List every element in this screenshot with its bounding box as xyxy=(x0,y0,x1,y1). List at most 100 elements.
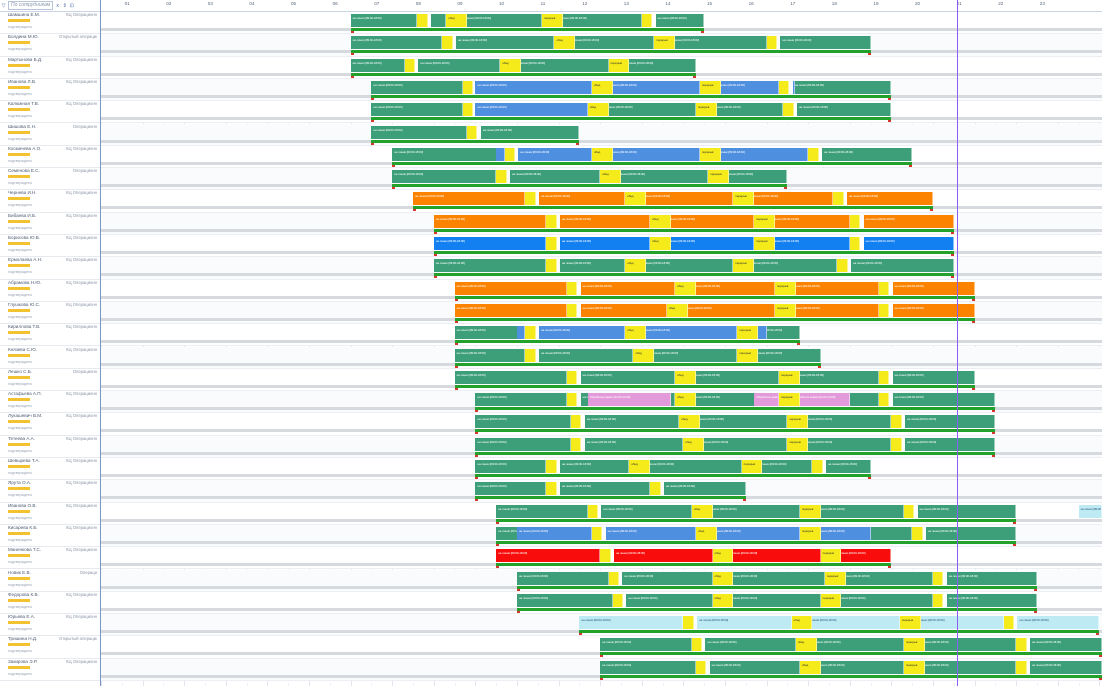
break-block[interactable]: перерыв xyxy=(824,571,846,585)
employee-name[interactable]: Тришина Н.Д. xyxy=(8,636,38,642)
activity-block[interactable]: на линии [09:00-18:00] xyxy=(475,80,592,94)
activity-block[interactable]: на линии [09:00-18:00] xyxy=(559,237,651,250)
filter-icon[interactable]: ▽ xyxy=(1,2,6,9)
activity-block[interactable]: на линии [09:00-18:00] xyxy=(613,549,713,563)
activity-block[interactable]: на линии [09:00-18:00] xyxy=(605,147,701,161)
break-block[interactable] xyxy=(695,660,707,674)
employee-name[interactable]: Астафьева А.П. xyxy=(8,391,42,397)
employee-name[interactable]: Шамшина Е.М. xyxy=(8,12,40,17)
activity-block[interactable] xyxy=(496,147,505,161)
break-block[interactable] xyxy=(783,103,794,117)
break-block[interactable] xyxy=(546,237,557,250)
break-block[interactable]: обед xyxy=(587,103,609,117)
activity-block[interactable]: на линии [09:00-18:00] xyxy=(892,370,975,384)
employee-row[interactable]: Космачева А.О. КЦ Операционн подтверждено xyxy=(0,146,100,169)
employee-row[interactable]: Маненкова Т.С. КЦ Операционн подтверждено xyxy=(0,547,100,570)
break-block[interactable]: перерыв xyxy=(779,370,800,384)
activity-block[interactable]: на линии [09:00-18:00] xyxy=(863,214,954,228)
activity-block[interactable]: на линии [09:00-18:00] xyxy=(697,437,788,451)
break-block[interactable] xyxy=(566,393,578,407)
activity-block[interactable]: Обработка заявок [11:00-13:00] xyxy=(587,393,671,407)
activity-block[interactable]: на линии [09:00-18:00] xyxy=(539,192,626,206)
employee-name[interactable]: Тетеева А.А. xyxy=(8,435,36,441)
break-block[interactable] xyxy=(417,14,428,27)
activity-block[interactable]: на линии [09:00-18:00] xyxy=(668,36,767,50)
activity-block[interactable]: на линии [09:00-18:00] xyxy=(600,638,692,652)
activity-block[interactable]: на линии [09:00-18:00] xyxy=(892,303,975,317)
break-block[interactable] xyxy=(587,504,599,518)
employee-name[interactable]: Шишова Е.Н. xyxy=(8,123,37,129)
break-block[interactable]: обед xyxy=(695,526,717,540)
employee-name[interactable]: Закирова Э.Р. xyxy=(8,658,38,664)
activity-block[interactable]: на линии [09:00-18:00] xyxy=(809,638,904,652)
group-by-select[interactable]: По сотрудникам xyxy=(8,1,54,10)
break-block[interactable] xyxy=(878,370,890,384)
activity-block[interactable]: на линии [09:00-18:00] xyxy=(788,281,879,295)
employee-row[interactable]: Ярута О.А. КЦ Операционн подтверждено xyxy=(0,480,100,503)
activity-block[interactable]: на линии [09:00-18:00] xyxy=(605,80,701,94)
break-block[interactable]: обед xyxy=(791,616,813,630)
break-block[interactable]: перерыв xyxy=(799,504,821,518)
activity-block[interactable]: на линии [09:00-18:00] xyxy=(892,281,975,295)
break-block[interactable]: обед xyxy=(679,415,701,429)
break-block[interactable] xyxy=(849,237,861,250)
activity-block[interactable]: на линии [09:00-18:00] xyxy=(509,170,601,184)
break-block[interactable] xyxy=(612,593,624,607)
activity-block[interactable]: на линии [09:00-18:00] xyxy=(371,80,463,94)
employee-name[interactable]: Юрьева Е.А. xyxy=(8,614,36,620)
break-block[interactable] xyxy=(933,593,944,607)
activity-block[interactable]: на линии [09:00-18:00] xyxy=(475,103,588,117)
activity-block[interactable]: на линии [09:00-18:00] xyxy=(613,170,709,184)
activity-block[interactable]: на линии [09:00-18:00] xyxy=(726,571,825,585)
employee-name[interactable]: Кириллова Т.В. xyxy=(8,324,41,330)
activity-block[interactable]: на линии [09:00-18:00] xyxy=(788,303,879,317)
activity-block[interactable]: на линии [09:00-18:00] xyxy=(917,504,1017,518)
break-block[interactable] xyxy=(683,616,694,630)
activity-block[interactable]: на линии [09:00-18:00] xyxy=(559,482,651,496)
activity-block[interactable]: на линии [09:00-18:00] xyxy=(371,103,463,117)
activity-block[interactable]: на линии [09:00-18:00] xyxy=(697,616,792,630)
break-block[interactable] xyxy=(641,14,653,27)
break-block[interactable]: обед xyxy=(666,303,688,317)
activity-block[interactable]: на линии [09:00-18:00] xyxy=(705,504,800,518)
employee-row[interactable]: Кисарева К.Б. КЦ Операционн подтверждено xyxy=(0,524,100,548)
break-block[interactable] xyxy=(462,103,474,117)
employee-row[interactable]: Ермолаева А.Н. КЦ Операционн подтверждено xyxy=(0,257,100,280)
break-block[interactable]: перерыв xyxy=(787,437,809,451)
break-block[interactable] xyxy=(878,303,890,317)
activity-block[interactable]: на линии [09:00-18:00] xyxy=(475,393,567,407)
break-block[interactable]: перерыв xyxy=(820,593,842,607)
activity-block[interactable]: на линии [09:00-18:00] xyxy=(454,370,567,384)
employee-row[interactable]: Князева С.Ю. КЦ Операционн подтверждено xyxy=(0,347,100,369)
break-block[interactable]: перерыв xyxy=(700,147,721,161)
break-block[interactable] xyxy=(650,482,661,496)
employee-name[interactable]: Кисарева К.Б. xyxy=(8,524,38,530)
break-block[interactable] xyxy=(933,571,944,585)
employee-row[interactable]: Юрьева Е.А. КЦ Операционн подтверждено xyxy=(0,614,100,637)
break-block[interactable]: перерыв xyxy=(695,103,717,117)
employee-name[interactable]: Маненкова Т.С. xyxy=(8,547,42,553)
employee-name[interactable]: Чернева И.Н. xyxy=(8,190,37,196)
break-block[interactable] xyxy=(691,638,703,652)
break-block[interactable]: обед xyxy=(500,58,522,72)
activity-block[interactable]: на линии [09:00-18:00] xyxy=(413,192,526,206)
break-block[interactable]: перерыв xyxy=(754,214,775,228)
activity-block[interactable]: на линии [09:00-18:00] xyxy=(792,370,879,384)
activity-block[interactable]: на линии [09:00-18:00] xyxy=(863,237,954,250)
break-block[interactable]: перерыв xyxy=(737,348,759,362)
employee-row[interactable]: Шевырева Т.А. КЦ Операционн подтверждено xyxy=(0,458,100,481)
activity-block[interactable] xyxy=(430,14,447,27)
activity-block[interactable]: на линии [09:00-18:00] xyxy=(751,348,821,362)
break-block[interactable]: обед xyxy=(712,593,734,607)
activity-block[interactable]: на линии [09:00-18:00] xyxy=(475,415,572,429)
activity-block[interactable]: на линии [09:00-18:00] xyxy=(350,36,443,50)
break-block[interactable]: перерыв xyxy=(903,660,925,674)
employee-row[interactable]: Болдина М.Ю. Открытый операционный отдел п… xyxy=(0,34,100,57)
activity-block[interactable]: на линии [09:00-18:00] xyxy=(946,571,1037,585)
break-block[interactable]: обед xyxy=(633,348,655,362)
break-block[interactable] xyxy=(525,192,536,206)
activity-block[interactable]: на линии [09:00-18:00] xyxy=(600,660,696,674)
employee-row[interactable]: Семенова Е.С. Операционн подтверждено xyxy=(0,168,100,191)
sort-icon[interactable]: ⇕ xyxy=(62,2,67,9)
activity-block[interactable]: на линии [09:00-18:00] xyxy=(433,259,547,273)
